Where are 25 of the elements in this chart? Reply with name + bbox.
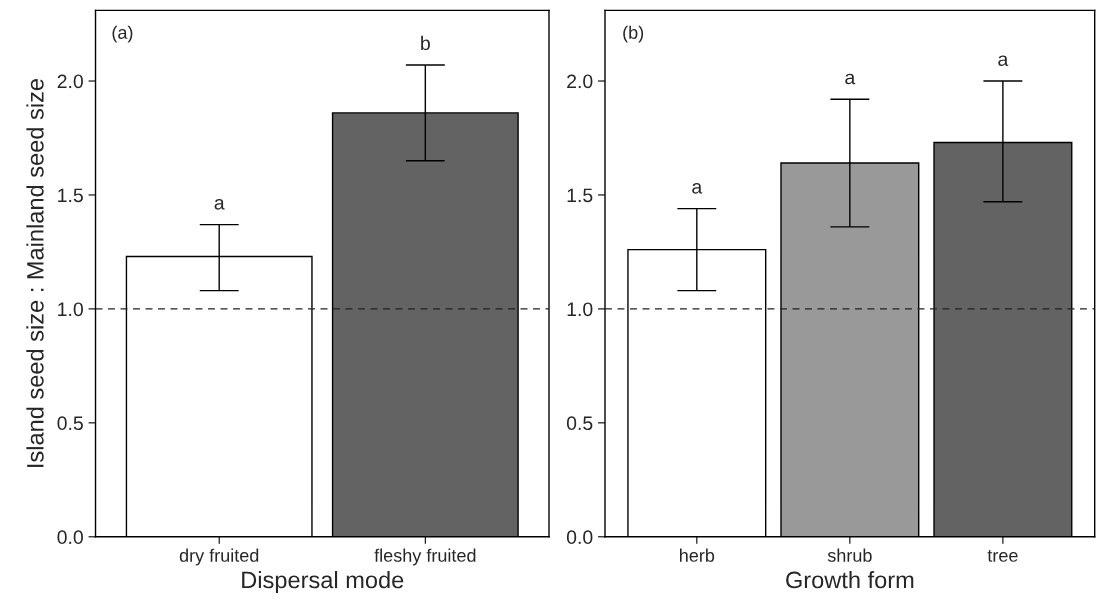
annotation: b (421, 35, 430, 51)
x-tick-label: tree (987, 550, 1018, 562)
annotation: a (845, 73, 856, 85)
y-tick-label: 0.0 (57, 530, 83, 545)
y-tick-label: 1.0 (58, 302, 83, 317)
x-tick-label: dry fruited (179, 548, 259, 566)
x-tick-label: shrub (827, 548, 872, 562)
y-tick-label: 0.0 (566, 530, 593, 545)
annotation: a (692, 183, 703, 194)
y-tick-label: 2.0 (57, 74, 83, 89)
y-axis-title: Island seed size : Mainland seed size (26, 79, 44, 467)
y-tick-label: 1.5 (567, 188, 593, 203)
y-tick-label: 0.5 (57, 416, 83, 431)
x-tick-label: herb (680, 548, 715, 562)
annotation: (b) (623, 25, 644, 43)
x-axis-title: Dispersal mode (242, 570, 404, 593)
annotation: a (998, 55, 1009, 67)
annotation: (a) (112, 25, 133, 43)
x-axis-title: Growth form (786, 570, 914, 589)
y-tick-label: 2.0 (567, 74, 593, 89)
y-tick-label: 1.0 (567, 302, 593, 317)
y-tick-label: 0.5 (566, 416, 593, 431)
x-tick-label: fleshy fruited (374, 548, 476, 566)
annotation: a (214, 198, 225, 210)
y-tick-label: 1.5 (58, 188, 83, 203)
